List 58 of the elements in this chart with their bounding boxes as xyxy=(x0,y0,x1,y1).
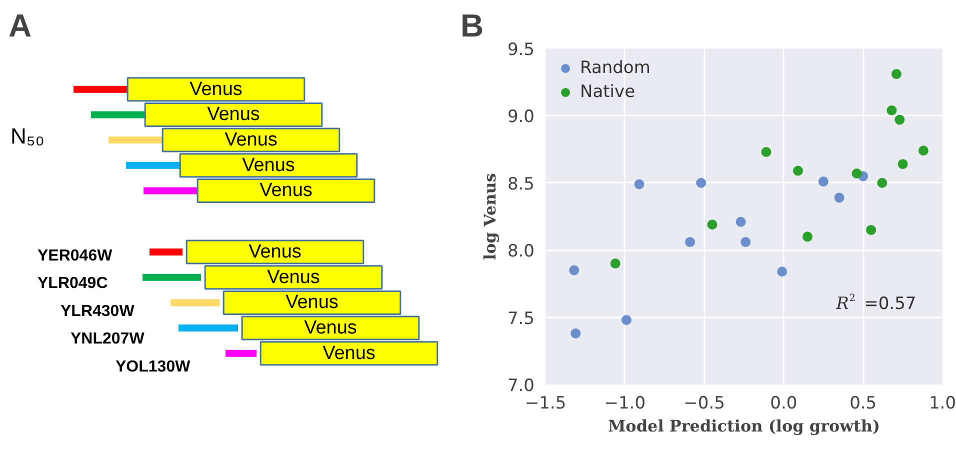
text: Venus xyxy=(267,266,320,288)
chart-title: B xyxy=(460,8,484,44)
text: YNL207W xyxy=(70,330,146,348)
point xyxy=(866,224,876,235)
legend-label: Random xyxy=(580,58,650,78)
point xyxy=(696,178,706,188)
point xyxy=(634,179,644,190)
text: Venus xyxy=(260,180,312,202)
point xyxy=(740,237,751,248)
legend-label: Native xyxy=(580,82,636,102)
x-tick-label: 0.5 xyxy=(850,394,877,414)
point xyxy=(685,237,696,248)
point xyxy=(736,216,746,227)
x-tick-label: −1.0 xyxy=(604,394,646,414)
text: Venus xyxy=(286,292,338,314)
text: A xyxy=(8,8,32,44)
y-tick-label: 8.5 xyxy=(507,174,535,194)
text: YLR049C xyxy=(38,275,108,292)
point xyxy=(610,258,620,269)
text: Venus xyxy=(322,342,376,364)
y-tick-label: 7.0 xyxy=(507,376,535,396)
y-tick-label: 7.5 xyxy=(507,308,535,329)
point xyxy=(834,192,844,203)
text: Venus xyxy=(190,78,242,100)
point xyxy=(877,178,888,188)
text: YOL130W xyxy=(116,358,192,376)
point xyxy=(761,146,772,157)
text: N₅₀ xyxy=(10,124,44,149)
point xyxy=(777,266,788,277)
x-tick-label: 1.0 xyxy=(928,394,956,414)
x-tick-label: −1.5 xyxy=(524,394,566,414)
x-tick-label: 0.0 xyxy=(770,394,798,414)
x-axis-title: Model Prediction (log growth) xyxy=(608,416,880,436)
point xyxy=(818,176,828,187)
point xyxy=(852,168,862,178)
point xyxy=(569,265,580,276)
point xyxy=(898,159,908,170)
text: Venus xyxy=(242,154,295,176)
text: YER046W xyxy=(38,247,114,264)
y-axis-title: log Venus xyxy=(480,173,500,260)
point xyxy=(891,69,902,80)
text: Venus xyxy=(207,104,260,126)
point xyxy=(802,232,813,242)
point xyxy=(918,146,928,156)
point xyxy=(707,220,718,230)
text: Venus xyxy=(304,318,357,339)
point xyxy=(894,114,905,125)
point xyxy=(570,328,581,338)
point xyxy=(886,105,897,116)
point xyxy=(621,314,632,325)
y-tick-label: 8.0 xyxy=(507,242,535,262)
text: Venus xyxy=(224,130,278,151)
text: YLR430W xyxy=(60,302,136,320)
y-tick-label: 9.0 xyxy=(507,107,535,128)
text: Venus xyxy=(248,242,302,263)
point xyxy=(792,166,803,176)
y-tick-label: 9.5 xyxy=(507,40,535,60)
x-tick-label: −0.5 xyxy=(684,394,725,414)
